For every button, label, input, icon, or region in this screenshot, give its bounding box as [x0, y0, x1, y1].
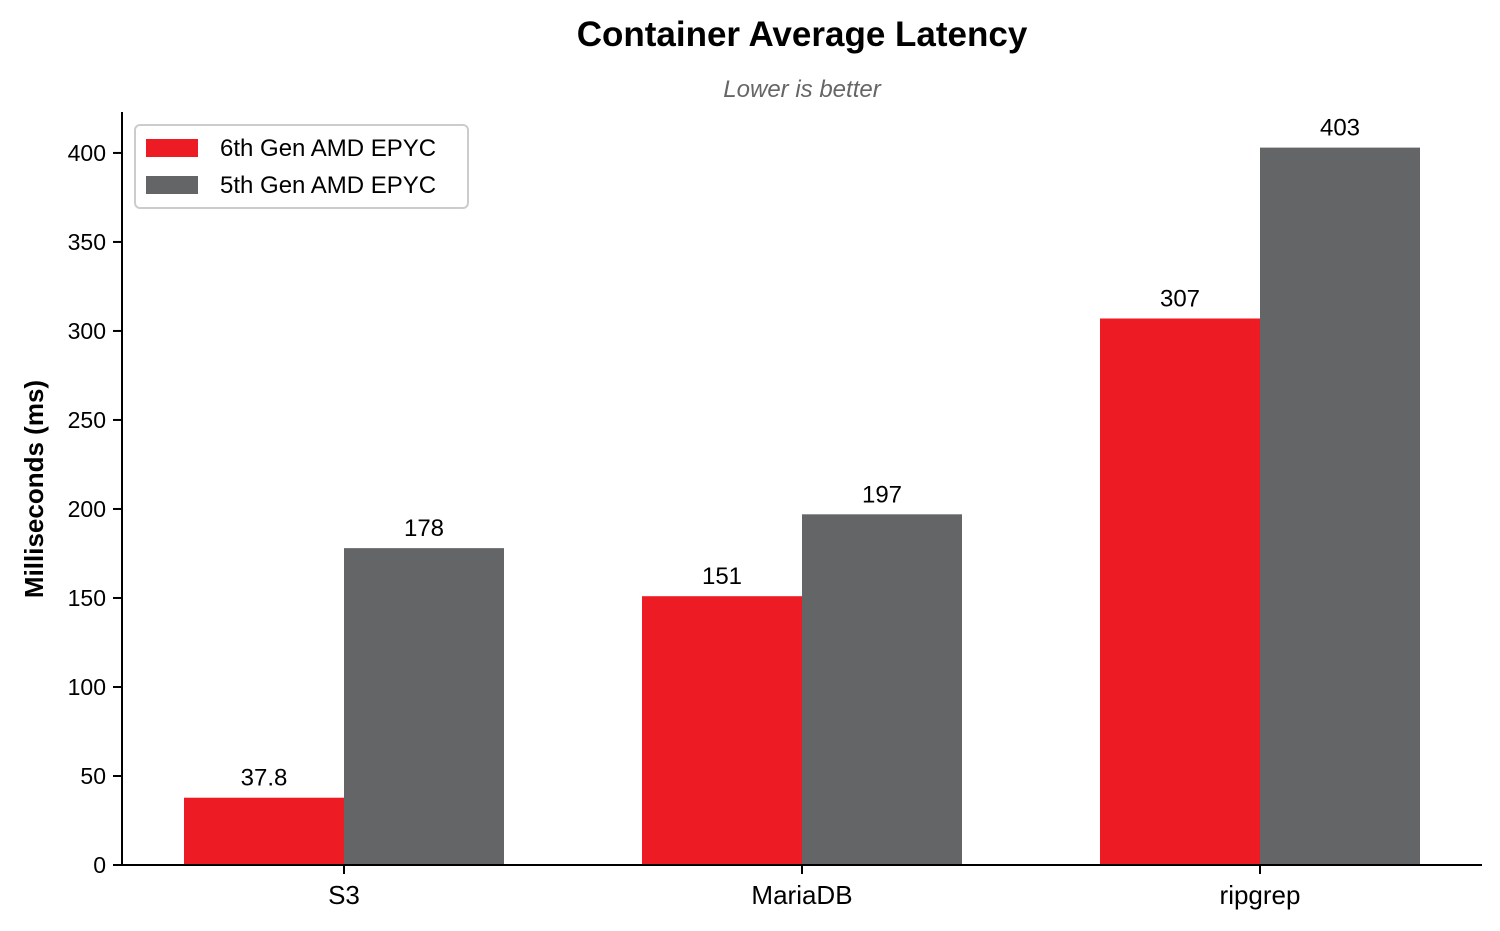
data-label: 403	[1320, 115, 1360, 142]
data-label: 307	[1160, 285, 1200, 312]
data-label: 178	[404, 515, 444, 542]
bar-mariadb-series-1	[642, 596, 802, 865]
bar-ripgrep-series-2	[1260, 147, 1420, 865]
legend: 6th Gen AMD EPYC 5th Gen AMD EPYC	[134, 124, 469, 209]
bars-group	[184, 147, 1420, 865]
data-label: 151	[702, 563, 742, 590]
data-label: 37.8	[241, 765, 288, 792]
y-tick-label: 150	[68, 585, 106, 611]
axes-group: 0 50 100 150 200 250 300 350 400 S3 MariaDB ripgrep	[68, 112, 1482, 910]
x-tick-label: S3	[328, 880, 360, 910]
y-tick-label: 350	[68, 229, 106, 255]
data-labels-group: 37.8 178 151 197 307 403	[241, 115, 1360, 792]
y-tick-label: 300	[68, 318, 106, 344]
legend-swatch-series-1	[146, 139, 198, 157]
y-tick-label: 250	[68, 407, 106, 433]
bar-ripgrep-series-1	[1100, 318, 1260, 865]
y-tick-label: 200	[68, 496, 106, 522]
legend-swatch-series-2	[146, 176, 198, 194]
x-tick-label: ripgrep	[1220, 880, 1301, 910]
y-tick-label: 50	[80, 763, 106, 789]
y-tick-label: 400	[68, 140, 106, 166]
data-label: 197	[862, 481, 902, 508]
bar-s3-series-1	[184, 797, 344, 865]
bar-s3-series-2	[344, 548, 504, 865]
legend-box	[134, 124, 469, 209]
bar-mariadb-series-2	[802, 514, 962, 865]
y-axis-label: Milliseconds (ms)	[19, 380, 49, 598]
chart-subtitle: Lower is better	[723, 76, 881, 103]
legend-label-series-2: 5th Gen AMD EPYC	[220, 172, 436, 199]
y-tick-label: 0	[93, 852, 106, 878]
chart-title: Container Average Latency	[577, 15, 1028, 54]
y-tick-label: 100	[68, 674, 106, 700]
x-tick-label: MariaDB	[751, 880, 852, 910]
legend-label-series-1: 6th Gen AMD EPYC	[220, 135, 436, 162]
